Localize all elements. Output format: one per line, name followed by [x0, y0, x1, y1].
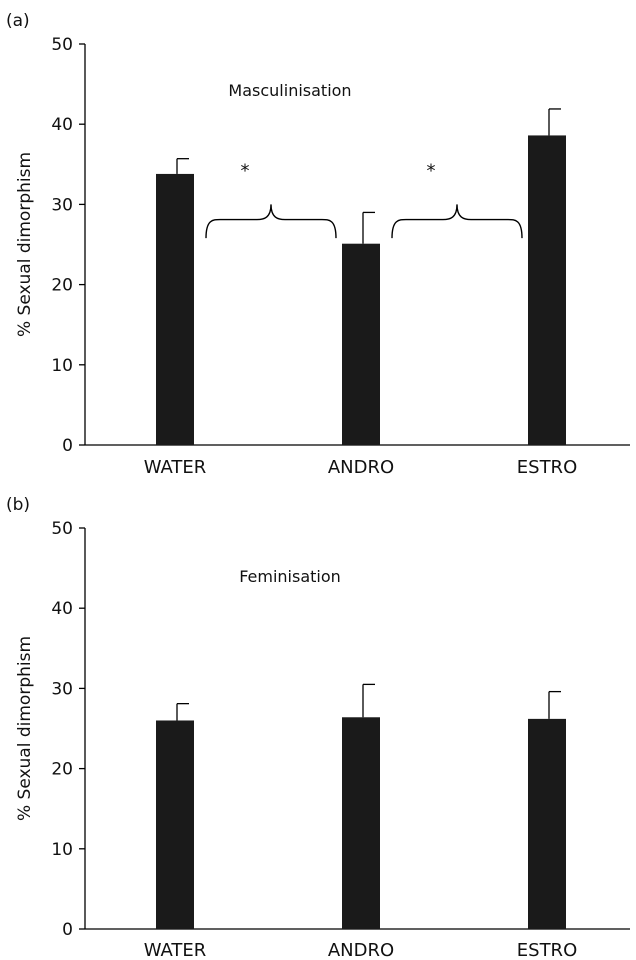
y-tick-label: 20	[51, 760, 73, 780]
y-tick-label: 20	[51, 276, 73, 296]
bar-estro	[528, 718, 566, 929]
category-label-estro: ESTRO	[517, 457, 577, 478]
bar-andro	[342, 717, 380, 929]
y-tick-label: 50	[51, 35, 73, 55]
y-tick-label: 0	[62, 920, 73, 940]
bar-water	[156, 173, 194, 445]
bar-water	[156, 720, 194, 929]
chart-panel-a: (a) 0 10 20 30 40 50 % Sexual dimorphism Masculi…	[6, 11, 630, 478]
y-tick-label: 40	[51, 115, 73, 135]
y-tick-label: 0	[62, 436, 73, 456]
category-label-andro: ANDRO	[328, 940, 394, 960]
category-label-water: WATER	[144, 457, 207, 478]
significance-marker: *	[241, 160, 250, 181]
category-label-water: WATER	[144, 940, 207, 960]
y-tick-label: 10	[51, 356, 73, 376]
chart-title: Feminisation	[239, 567, 341, 586]
y-tick-label: 30	[51, 679, 73, 699]
chart-panel-b: (b) 0 10 20 30 40 50 % Sexual dimorphism Feminis…	[6, 495, 630, 960]
y-tick-label: 50	[51, 519, 73, 539]
y-tick-label: 40	[51, 599, 73, 619]
panel-label: (b)	[6, 495, 30, 515]
significance-marker: *	[427, 160, 436, 181]
panel-label: (a)	[6, 11, 30, 31]
category-label-andro: ANDRO	[328, 457, 394, 478]
y-axis-title: % Sexual dimorphism	[15, 636, 35, 821]
bar-estro	[528, 135, 566, 446]
y-tick-label: 30	[51, 195, 73, 215]
significance-brace	[205, 204, 337, 239]
category-label-estro: ESTRO	[517, 940, 577, 960]
chart-title: Masculinisation	[228, 81, 351, 100]
significance-brace	[391, 204, 523, 239]
y-tick-label: 10	[51, 840, 73, 860]
y-axis-title: % Sexual dimorphism	[15, 152, 35, 337]
bar-andro	[342, 243, 380, 445]
